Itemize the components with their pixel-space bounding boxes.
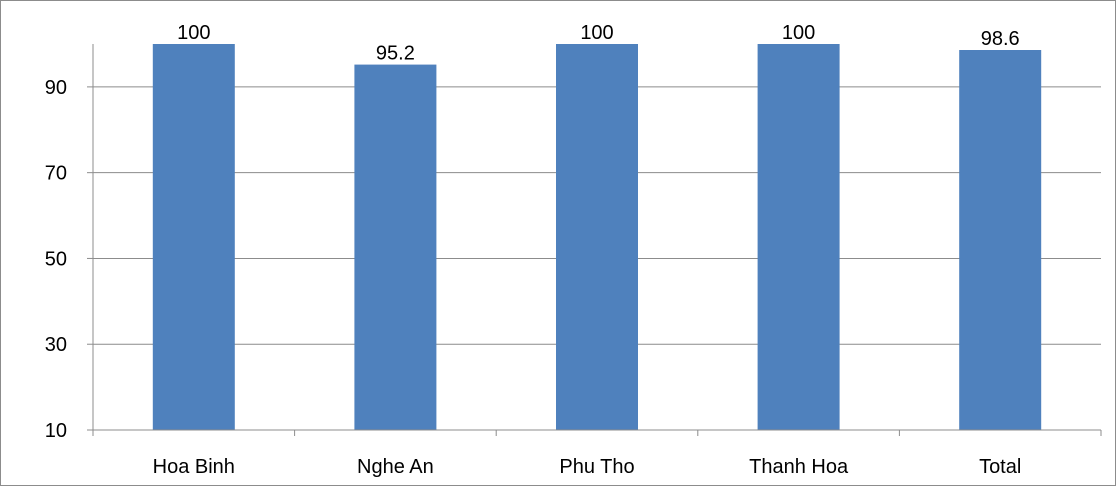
bar <box>959 50 1042 430</box>
data-label: 100 <box>580 22 613 44</box>
axes <box>87 44 1102 436</box>
bars <box>152 44 1042 430</box>
x-tick-label: Phu Tho <box>559 456 634 478</box>
y-tick-label: 10 <box>45 420 67 442</box>
y-tick-label: 90 <box>45 77 67 99</box>
labels: 10 30 50 70 90 Hoa Binh Nghe An Phu Tho Thanh Ho… <box>45 22 1022 478</box>
y-tick-label: 30 <box>45 334 67 356</box>
data-label: 98.6 <box>981 28 1020 50</box>
y-tick-label: 50 <box>45 248 67 270</box>
bar <box>556 44 638 430</box>
bar <box>757 44 840 430</box>
x-tick-label: Nghe An <box>357 456 434 478</box>
data-label: 100 <box>782 22 815 44</box>
bar <box>152 44 235 430</box>
bar <box>354 64 437 430</box>
y-tick-label: 70 <box>45 163 67 185</box>
data-label: 100 <box>177 22 210 44</box>
x-tick-label: Thanh Hoa <box>749 456 849 478</box>
data-label: 95.2 <box>376 43 415 65</box>
x-tick-label: Hoa Binh <box>153 456 235 478</box>
x-tick-label: Total <box>979 456 1021 478</box>
